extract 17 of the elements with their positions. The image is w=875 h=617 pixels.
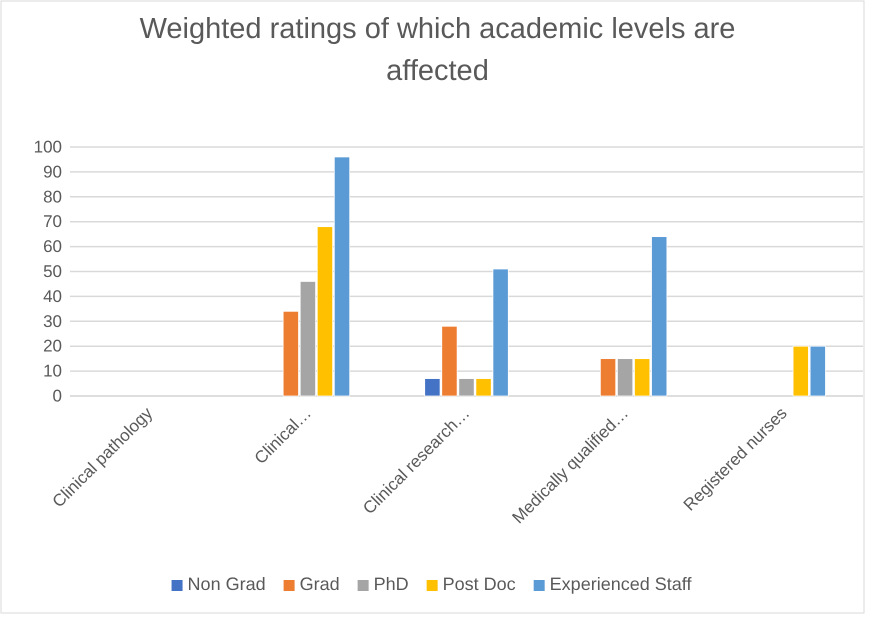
y-tick-label: 80 bbox=[43, 187, 62, 206]
y-tick-label: 60 bbox=[43, 237, 62, 256]
y-tick-label: 0 bbox=[52, 386, 62, 406]
y-tick-label: 10 bbox=[43, 362, 62, 381]
y-tick-label: 70 bbox=[43, 212, 62, 232]
chart-title: Weighted ratings of which academic levels are affected bbox=[140, 13, 736, 87]
y-tick-label: 20 bbox=[43, 336, 62, 356]
legend-label: Non Grad bbox=[188, 574, 266, 594]
legend-label: Experienced Staff bbox=[550, 574, 692, 594]
y-tick-label: 90 bbox=[43, 162, 62, 182]
y-tick-label: 50 bbox=[43, 262, 62, 281]
legend-label: Grad bbox=[300, 574, 340, 594]
legend-label: Post Doc bbox=[442, 574, 516, 594]
y-tick-label: 100 bbox=[34, 137, 62, 156]
y-tick-label: 30 bbox=[43, 312, 62, 331]
legend-label: PhD bbox=[374, 574, 409, 594]
y-tick-label: 40 bbox=[43, 286, 62, 306]
